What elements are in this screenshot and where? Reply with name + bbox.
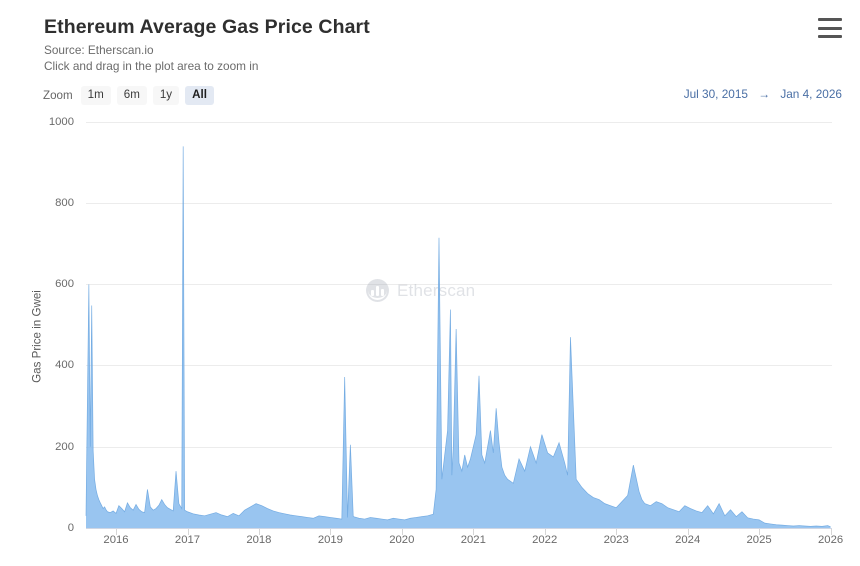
x-tick-2021 bbox=[473, 529, 475, 535]
x-label-2024: 2024 bbox=[675, 534, 701, 546]
zoom-hint-line: Click and drag in the plot area to zoom … bbox=[44, 58, 259, 73]
page-title: Ethereum Average Gas Price Chart bbox=[44, 16, 370, 38]
x-tick-2024 bbox=[687, 529, 689, 535]
y-tick-600: 600 bbox=[55, 278, 74, 290]
y-tick-800: 800 bbox=[55, 197, 74, 209]
date-range-display: Jul 30, 2015 → Jan 4, 2026 bbox=[684, 87, 842, 101]
burger-bar-3 bbox=[818, 35, 842, 38]
x-label-2018: 2018 bbox=[246, 534, 272, 546]
y-tick-1000: 1000 bbox=[48, 116, 74, 128]
x-tick-2018 bbox=[258, 529, 260, 535]
range-button-6m[interactable]: 6m bbox=[116, 86, 147, 105]
range-button-1m[interactable]: 1m bbox=[80, 86, 111, 105]
x-label-2023: 2023 bbox=[603, 534, 629, 546]
x-tick-2020 bbox=[401, 529, 403, 535]
range-to-date[interactable]: Jan 4, 2026 bbox=[780, 87, 842, 101]
zoom-label: Zoom bbox=[43, 89, 73, 102]
gridline-1000 bbox=[86, 122, 832, 123]
range-button-1y[interactable]: 1y bbox=[152, 86, 180, 105]
x-tick-2017 bbox=[187, 529, 189, 535]
range-arrow-icon: → bbox=[758, 87, 771, 101]
y-tick-200: 200 bbox=[55, 441, 74, 453]
y-tick-0: 0 bbox=[67, 522, 74, 534]
gridline-400 bbox=[86, 365, 832, 366]
x-label-2021: 2021 bbox=[460, 534, 486, 546]
x-tick-2022 bbox=[544, 529, 546, 535]
x-label-2022: 2022 bbox=[532, 534, 558, 546]
watermark-label: Etherscan bbox=[397, 280, 476, 300]
range-button-all[interactable]: All bbox=[185, 86, 214, 105]
x-label-2026: 2026 bbox=[818, 534, 844, 546]
burger-bar-1 bbox=[818, 18, 842, 21]
x-label-2016: 2016 bbox=[103, 534, 129, 546]
x-tick-2025 bbox=[759, 529, 761, 535]
hamburger-menu-icon[interactable] bbox=[818, 18, 842, 38]
y-tick-400: 400 bbox=[55, 359, 74, 371]
range-selector: Zoom 1m 6m 1y All Jul 30, 2015 → Jan 4, … bbox=[43, 86, 842, 108]
gridline-800 bbox=[86, 203, 832, 204]
x-label-2025: 2025 bbox=[746, 534, 772, 546]
chart-subtitle: Source: Etherscan.io Click and drag in t… bbox=[44, 43, 840, 74]
y-axis-labels: 1000 800 600 400 200 0 bbox=[28, 0, 74, 566]
gridline-600 bbox=[86, 284, 832, 285]
x-label-2019: 2019 bbox=[317, 534, 343, 546]
x-label-2017: 2017 bbox=[174, 534, 201, 546]
burger-bar-2 bbox=[818, 26, 842, 30]
etherscan-logo-icon bbox=[366, 279, 389, 302]
x-axis-line bbox=[86, 528, 832, 529]
x-tick-2016 bbox=[116, 529, 117, 535]
x-tick-2026 bbox=[830, 529, 832, 535]
etherscan-watermark: Etherscan bbox=[366, 279, 475, 302]
range-buttons-group: Zoom 1m 6m 1y All bbox=[43, 86, 842, 105]
x-tick-2023 bbox=[616, 529, 618, 535]
source-line: Source: Etherscan.io bbox=[44, 43, 154, 57]
range-from-date[interactable]: Jul 30, 2015 bbox=[683, 87, 748, 101]
x-tick-2019 bbox=[330, 529, 332, 535]
x-label-2020: 2020 bbox=[389, 534, 415, 546]
chart-header: Ethereum Average Gas Price Chart Source:… bbox=[44, 14, 840, 74]
